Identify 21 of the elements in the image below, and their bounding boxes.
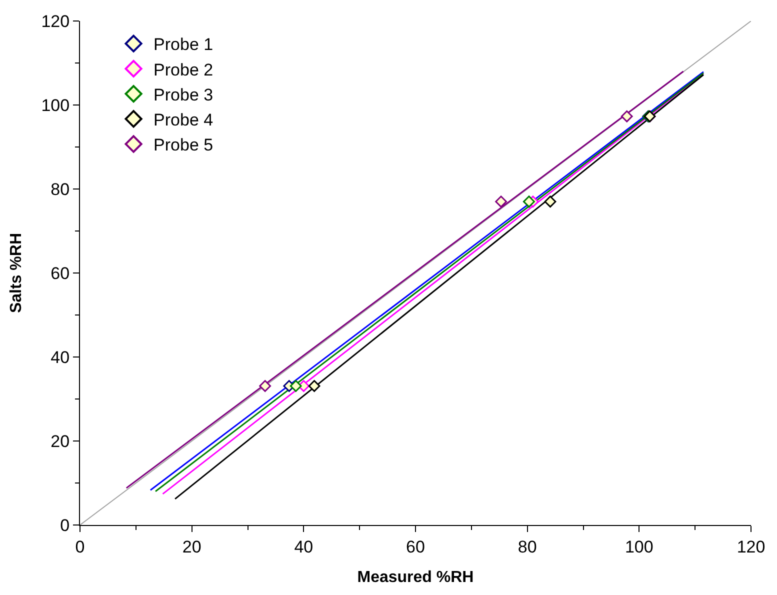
x-tick-label: 60 [406,537,425,556]
x-tick-label: 20 [182,537,202,556]
x-tick-label: 100 [624,537,654,556]
y-tick-label: 0 [60,516,70,535]
legend-label: Probe 1 [154,35,214,54]
legend-label: Probe 5 [154,136,214,155]
y-axis-title: Salts %RH [8,232,26,314]
y-tick-label: 80 [50,180,70,199]
x-axis-title: Measured %RH [357,569,474,586]
x-tick-label: 0 [75,537,85,556]
y-tick-label: 40 [50,348,70,367]
y-tick-label: 120 [41,12,70,31]
x-tick-label: 120 [736,537,766,556]
legend-label: Probe 4 [154,110,214,130]
x-tick-label: 80 [518,537,537,556]
x-tick-label: 40 [294,537,314,556]
y-tick-label: 60 [50,264,70,283]
y-tick-label: 100 [41,96,70,115]
y-tick-label: 20 [50,432,70,451]
legend-label: Probe 3 [154,85,214,104]
legend-label: Probe 2 [154,60,214,80]
